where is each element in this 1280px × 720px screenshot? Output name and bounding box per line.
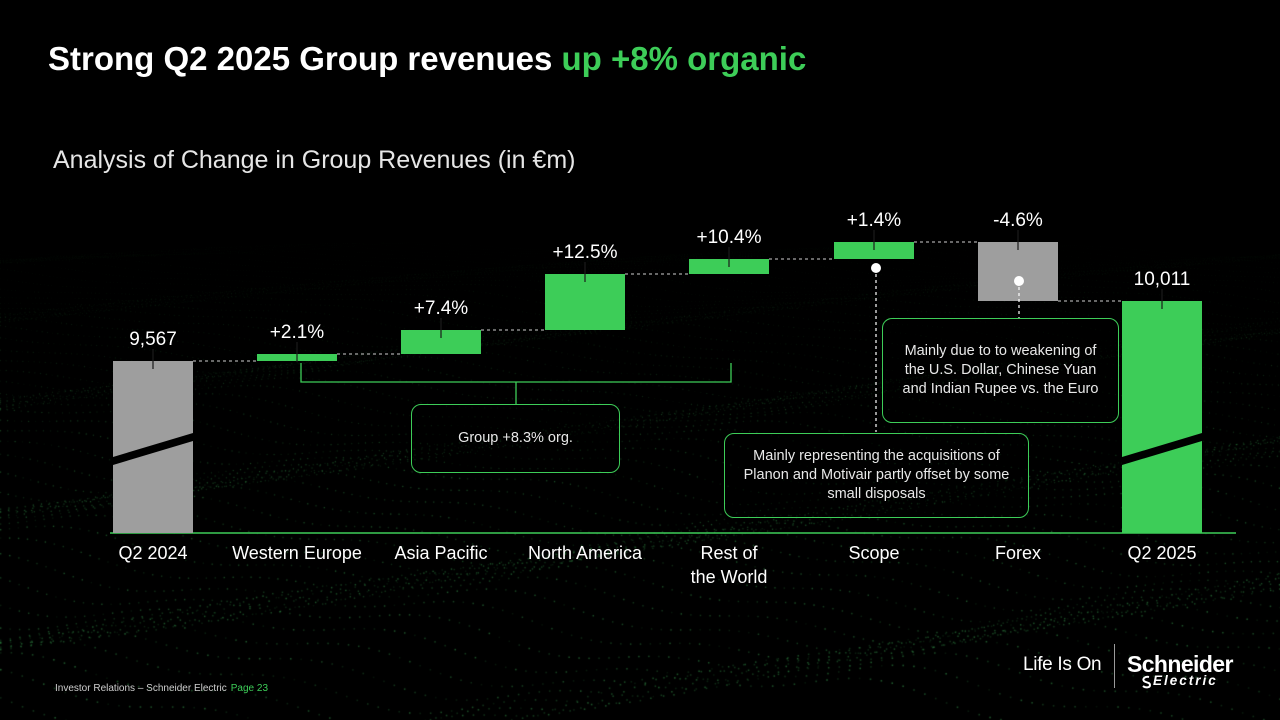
axis-break-mark bbox=[1122, 433, 1202, 465]
page-number: Page 23 bbox=[230, 683, 269, 694]
scope-callout: Mainly representing the acquisitions of … bbox=[724, 433, 1029, 518]
category-label: Asia Pacific bbox=[394, 543, 487, 563]
category-label: Western Europe bbox=[232, 543, 362, 563]
logo-divider bbox=[1114, 644, 1115, 688]
category-label: Scope bbox=[848, 543, 899, 563]
brand-logo: Schneider bbox=[1127, 651, 1233, 677]
brand-mark-icon bbox=[1142, 675, 1152, 689]
bar-5 bbox=[834, 242, 914, 259]
data-label: +10.4% bbox=[697, 227, 762, 248]
group-organic-callout: Group +8.3% org. bbox=[411, 404, 620, 473]
category-label: Rest of bbox=[700, 543, 758, 563]
footer-source-text: Investor Relations – Schneider Electric bbox=[55, 683, 227, 694]
forex-callout: Mainly due to to weakening of the U.S. D… bbox=[882, 318, 1119, 423]
slide-title: Strong Q2 2025 Group revenues up +8% org… bbox=[48, 40, 806, 78]
category-label: North America bbox=[528, 543, 643, 563]
data-label: +2.1% bbox=[270, 322, 325, 343]
category-label: Forex bbox=[995, 543, 1041, 563]
bar-3 bbox=[545, 274, 625, 330]
scope-pointer-dot bbox=[871, 263, 881, 273]
data-label: +7.4% bbox=[414, 298, 469, 319]
brand-logo-sub: Electric bbox=[1153, 673, 1218, 688]
category-label: the World bbox=[691, 567, 768, 587]
organic-bracket bbox=[300, 363, 732, 383]
data-label: +1.4% bbox=[847, 210, 902, 231]
footer-source: Investor Relations – Schneider Electric P… bbox=[55, 683, 268, 694]
category-label: Q2 2025 bbox=[1127, 543, 1196, 563]
tagline: Life Is On bbox=[1023, 654, 1102, 675]
bar-6 bbox=[978, 242, 1058, 301]
data-label: +12.5% bbox=[553, 242, 618, 263]
chart-subtitle: Analysis of Change in Group Revenues (in… bbox=[53, 146, 576, 174]
data-label: 10,011 bbox=[1134, 269, 1191, 290]
title-main: Strong Q2 2025 Group revenues bbox=[48, 40, 562, 77]
data-label: 9,567 bbox=[129, 329, 177, 350]
axis-break-mark bbox=[113, 433, 193, 465]
bar-7 bbox=[1122, 301, 1202, 533]
forex-pointer-dot bbox=[1014, 276, 1024, 286]
title-highlight: up +8% organic bbox=[561, 40, 807, 77]
data-label: -4.6% bbox=[993, 210, 1043, 231]
category-label: Q2 2024 bbox=[118, 543, 187, 563]
